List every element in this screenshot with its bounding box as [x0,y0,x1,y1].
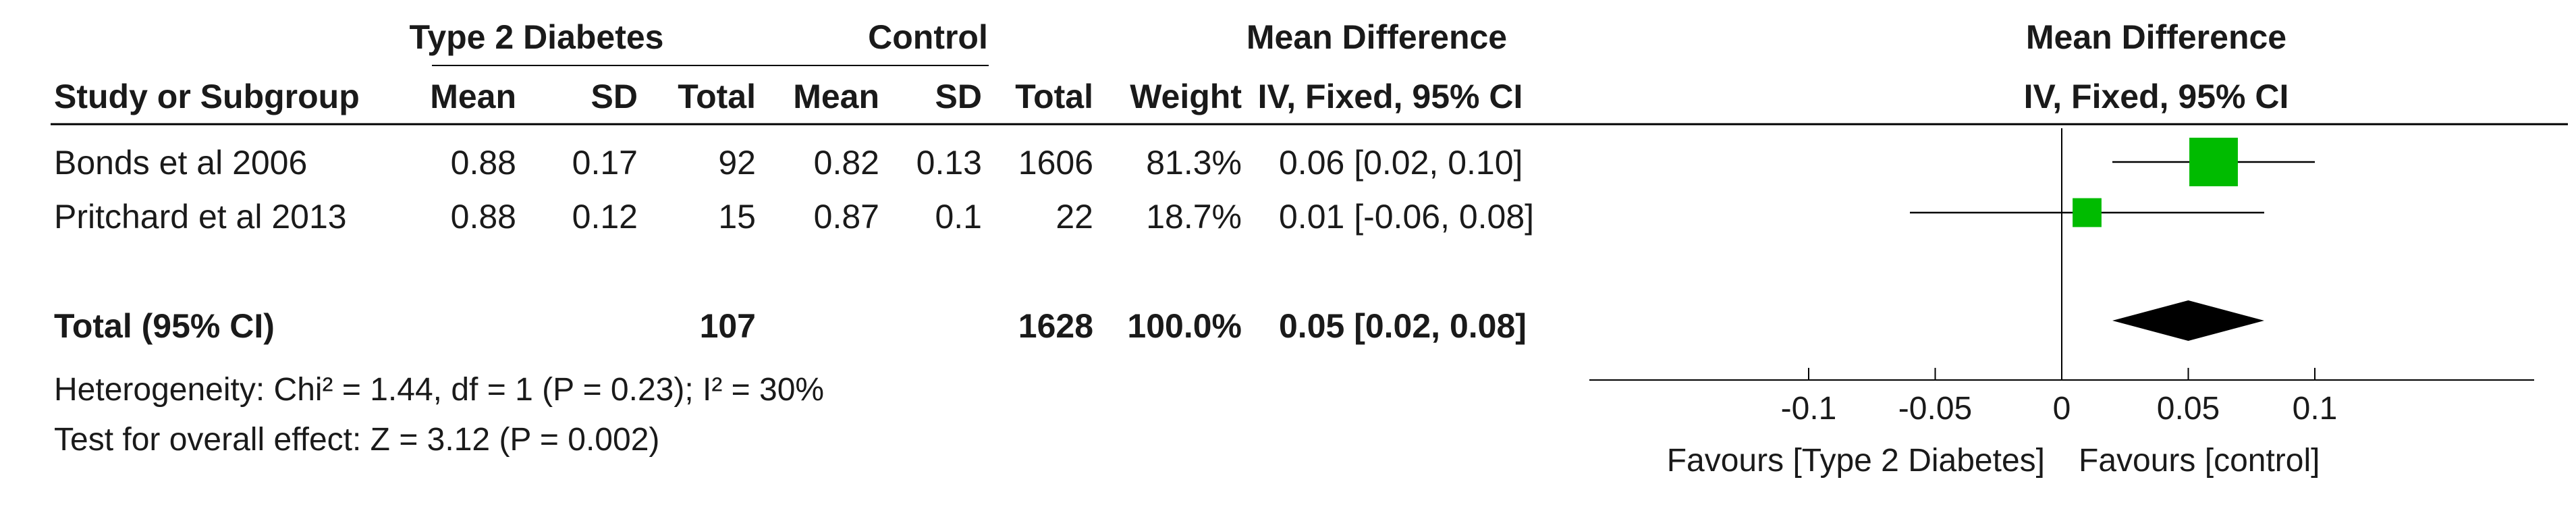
x-tick-label: -0.05 [1898,391,1972,427]
total-1: 15 [718,198,756,236]
table-row: Pritchard et al 2013 0.88 0.12 15 0.87 0… [54,198,1534,236]
plot-area: -0.1 -0.05 0 0.05 0.1 Favours [Type 2 Diabete… [1589,128,2534,479]
weight: 81.3% [1146,144,1242,182]
col-header-effect-method: IV, Fixed, 95% CI [1258,78,1523,115]
col-header-study: Study or Subgroup [54,78,360,115]
plot-header-method: IV, Fixed, 95% CI [2024,78,2289,115]
sd-1: 0.17 [572,144,638,182]
mean-2: 0.87 [814,198,879,236]
col-header-total-2: Total [1015,78,1093,115]
total-ci-text: 0.05 [0.02, 0.08] [1279,307,1527,345]
favours-right-label: Favours [control] [2079,443,2320,479]
total-1: 92 [718,144,756,182]
x-tick-label: 0.1 [2293,391,2338,427]
study-name: Bonds et al 2006 [54,144,307,182]
total-row: Total (95% CI) 107 1628 100.0% 0.05 [0.0… [54,307,1527,345]
mean-1: 0.88 [451,144,516,182]
x-tick-label: 0.05 [2157,391,2220,427]
overall-effect-text: Test for overall effect: Z = 3.12 (P = 0… [54,422,659,458]
total-1: 107 [700,307,756,345]
total-label: Total (95% CI) [54,307,275,345]
col-header-weight: Weight [1130,78,1242,115]
total-weight: 100.0% [1127,307,1242,345]
weight-square [2189,138,2238,186]
ci-text: 0.01 [-0.06, 0.08] [1279,198,1534,236]
sd-2: 0.13 [916,144,982,182]
col-header-mean-2: Mean [793,78,879,115]
plot-header-title: Mean Difference [2026,18,2286,56]
col-header-total-1: Total [678,78,756,115]
mean-2: 0.82 [814,144,879,182]
col-header-sd-1: SD [591,78,638,115]
table-row: Bonds et al 2006 0.88 0.17 92 0.82 0.13 … [54,144,1523,182]
sd-1: 0.12 [572,198,638,236]
heterogeneity-text: Heterogeneity: Chi² = 1.44, df = 1 (P = … [54,372,824,408]
effect-header-title: Mean Difference [1246,18,1507,56]
sd-2: 0.1 [935,198,982,236]
x-tick-label: 0 [2053,391,2071,427]
weight: 18.7% [1146,198,1242,236]
study-name: Pritchard et al 2013 [54,198,347,236]
favours-left-label: Favours [Type 2 Diabetes] [1667,443,2045,479]
col-header-mean-1: Mean [430,78,516,115]
weight-square [2073,198,2102,227]
col-header-sd-2: SD [935,78,982,115]
ci-text: 0.06 [0.02, 0.10] [1279,144,1523,182]
group-header-control: Control [868,18,988,56]
group-header-type2-diabetes: Type 2 Diabetes [409,18,663,56]
total-2: 1606 [1018,144,1093,182]
total-2: 22 [1056,198,1093,236]
total-2: 1628 [1018,307,1093,345]
pooled-diamond [2112,300,2264,341]
x-tick-label: -0.1 [1781,391,1837,427]
mean-1: 0.88 [451,198,516,236]
